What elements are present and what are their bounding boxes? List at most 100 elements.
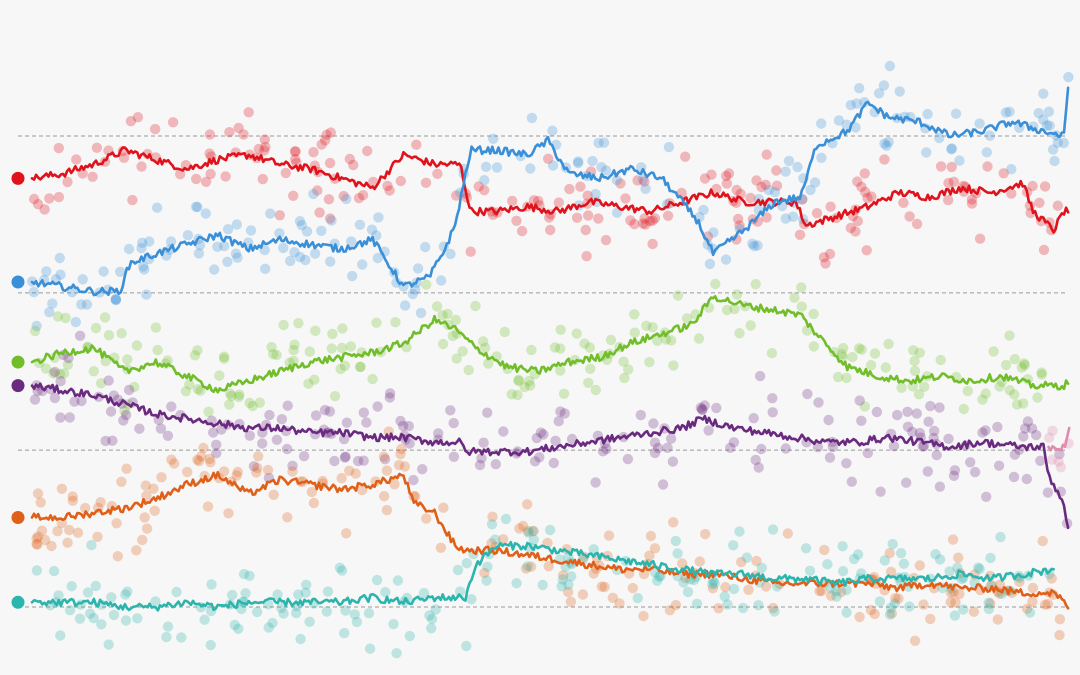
- poll-dot: [358, 455, 369, 466]
- poll-dot: [919, 381, 930, 392]
- poll-dot: [1018, 398, 1029, 409]
- poll-dot: [506, 389, 517, 400]
- poll-dot: [291, 157, 302, 168]
- poll-dot: [980, 425, 991, 436]
- poll-dot: [120, 409, 132, 421]
- poll-dot: [448, 417, 459, 429]
- poll-dot: [32, 539, 43, 550]
- poll-dot: [555, 365, 566, 376]
- poll-dot: [1053, 456, 1064, 467]
- poll-dot: [1033, 108, 1044, 119]
- poll-dot: [314, 207, 325, 218]
- poll-dot: [399, 461, 411, 472]
- poll-dot: [511, 215, 522, 226]
- poll-dot: [189, 350, 201, 361]
- poll-dot: [881, 140, 892, 151]
- poll-dot: [350, 468, 361, 479]
- poll-dot: [1035, 455, 1046, 466]
- poll-dot: [53, 590, 64, 601]
- poll-dot: [853, 343, 865, 354]
- poll-dot: [388, 618, 399, 630]
- poll-dot: [381, 504, 393, 516]
- poll-dot: [838, 343, 849, 354]
- poll-dot: [662, 442, 673, 453]
- poll-dot: [1044, 432, 1055, 443]
- poll-dot: [925, 613, 936, 625]
- poll-dot: [260, 263, 271, 274]
- poll-dot: [699, 400, 710, 411]
- poll-dot: [1047, 454, 1058, 465]
- poll-dot: [545, 224, 556, 236]
- poll-dot: [946, 144, 957, 155]
- poll-dot: [704, 258, 716, 270]
- poll-dot: [1018, 358, 1030, 369]
- poll-dot: [184, 379, 195, 390]
- poll-dot: [421, 279, 432, 290]
- poll-dot: [713, 603, 724, 614]
- poll-dot: [465, 246, 476, 257]
- poll-dot: [1036, 369, 1048, 380]
- poll-dot: [487, 511, 498, 522]
- poll-dot: [670, 599, 682, 611]
- poll-dot: [728, 583, 740, 595]
- poll-dot: [396, 443, 407, 455]
- poll-dot: [165, 236, 177, 247]
- poll-dot: [309, 374, 320, 385]
- poll-dot: [640, 183, 651, 194]
- poll-dot: [644, 550, 655, 561]
- poll-dot: [921, 147, 932, 158]
- poll-dot: [171, 586, 182, 598]
- poll-dot: [218, 351, 230, 362]
- poll-dot: [831, 591, 842, 602]
- poll-dot: [584, 342, 595, 353]
- poll-dot: [896, 382, 907, 393]
- poll-dot: [734, 328, 745, 339]
- poll-dot: [672, 290, 684, 301]
- poll-dot: [144, 236, 155, 247]
- poll-dot: [229, 619, 240, 631]
- poll-dot: [652, 575, 663, 586]
- poll-dot: [632, 592, 643, 604]
- poll-dot: [252, 462, 263, 474]
- poll-dot: [528, 525, 539, 537]
- poll-dot: [543, 212, 555, 223]
- poll-dot: [291, 607, 302, 619]
- poll-dot: [167, 117, 179, 128]
- poll-dot: [945, 596, 956, 608]
- poll-dot: [1009, 449, 1021, 460]
- poll-dot: [804, 565, 816, 576]
- poll-dot: [230, 248, 242, 259]
- poll-dot: [452, 564, 464, 576]
- poll-dot: [161, 631, 172, 643]
- poll-dot: [934, 402, 945, 413]
- poll-dot: [861, 245, 872, 256]
- poll-dot: [367, 373, 378, 385]
- poll-dot: [77, 274, 88, 285]
- poll-dot: [324, 157, 336, 169]
- poll-dot: [308, 147, 319, 158]
- poll-dot: [977, 427, 988, 438]
- poll-dot: [974, 118, 985, 129]
- poll-dot: [805, 184, 816, 196]
- poll-dot: [233, 623, 244, 634]
- poll-dot: [579, 338, 590, 349]
- poll-dot: [415, 307, 427, 319]
- poll-dot: [55, 376, 66, 387]
- poll-dot: [1063, 71, 1074, 83]
- poll-dot: [909, 635, 921, 646]
- poll-dot: [528, 534, 539, 545]
- poll-dot: [151, 202, 163, 213]
- poll-dot: [809, 177, 821, 188]
- poll-dot: [180, 386, 192, 397]
- trend-line-0: [30, 146, 1070, 234]
- poll-dot: [1054, 449, 1065, 460]
- poll-dot: [219, 240, 230, 252]
- poll-dot: [721, 304, 733, 316]
- poll-dot: [231, 219, 242, 230]
- poll-dot: [437, 338, 449, 350]
- poll-dot: [339, 627, 350, 639]
- poll-dot: [312, 185, 323, 196]
- poll-dot: [622, 453, 634, 465]
- poll-dot: [564, 183, 575, 195]
- poll-dot: [637, 218, 649, 229]
